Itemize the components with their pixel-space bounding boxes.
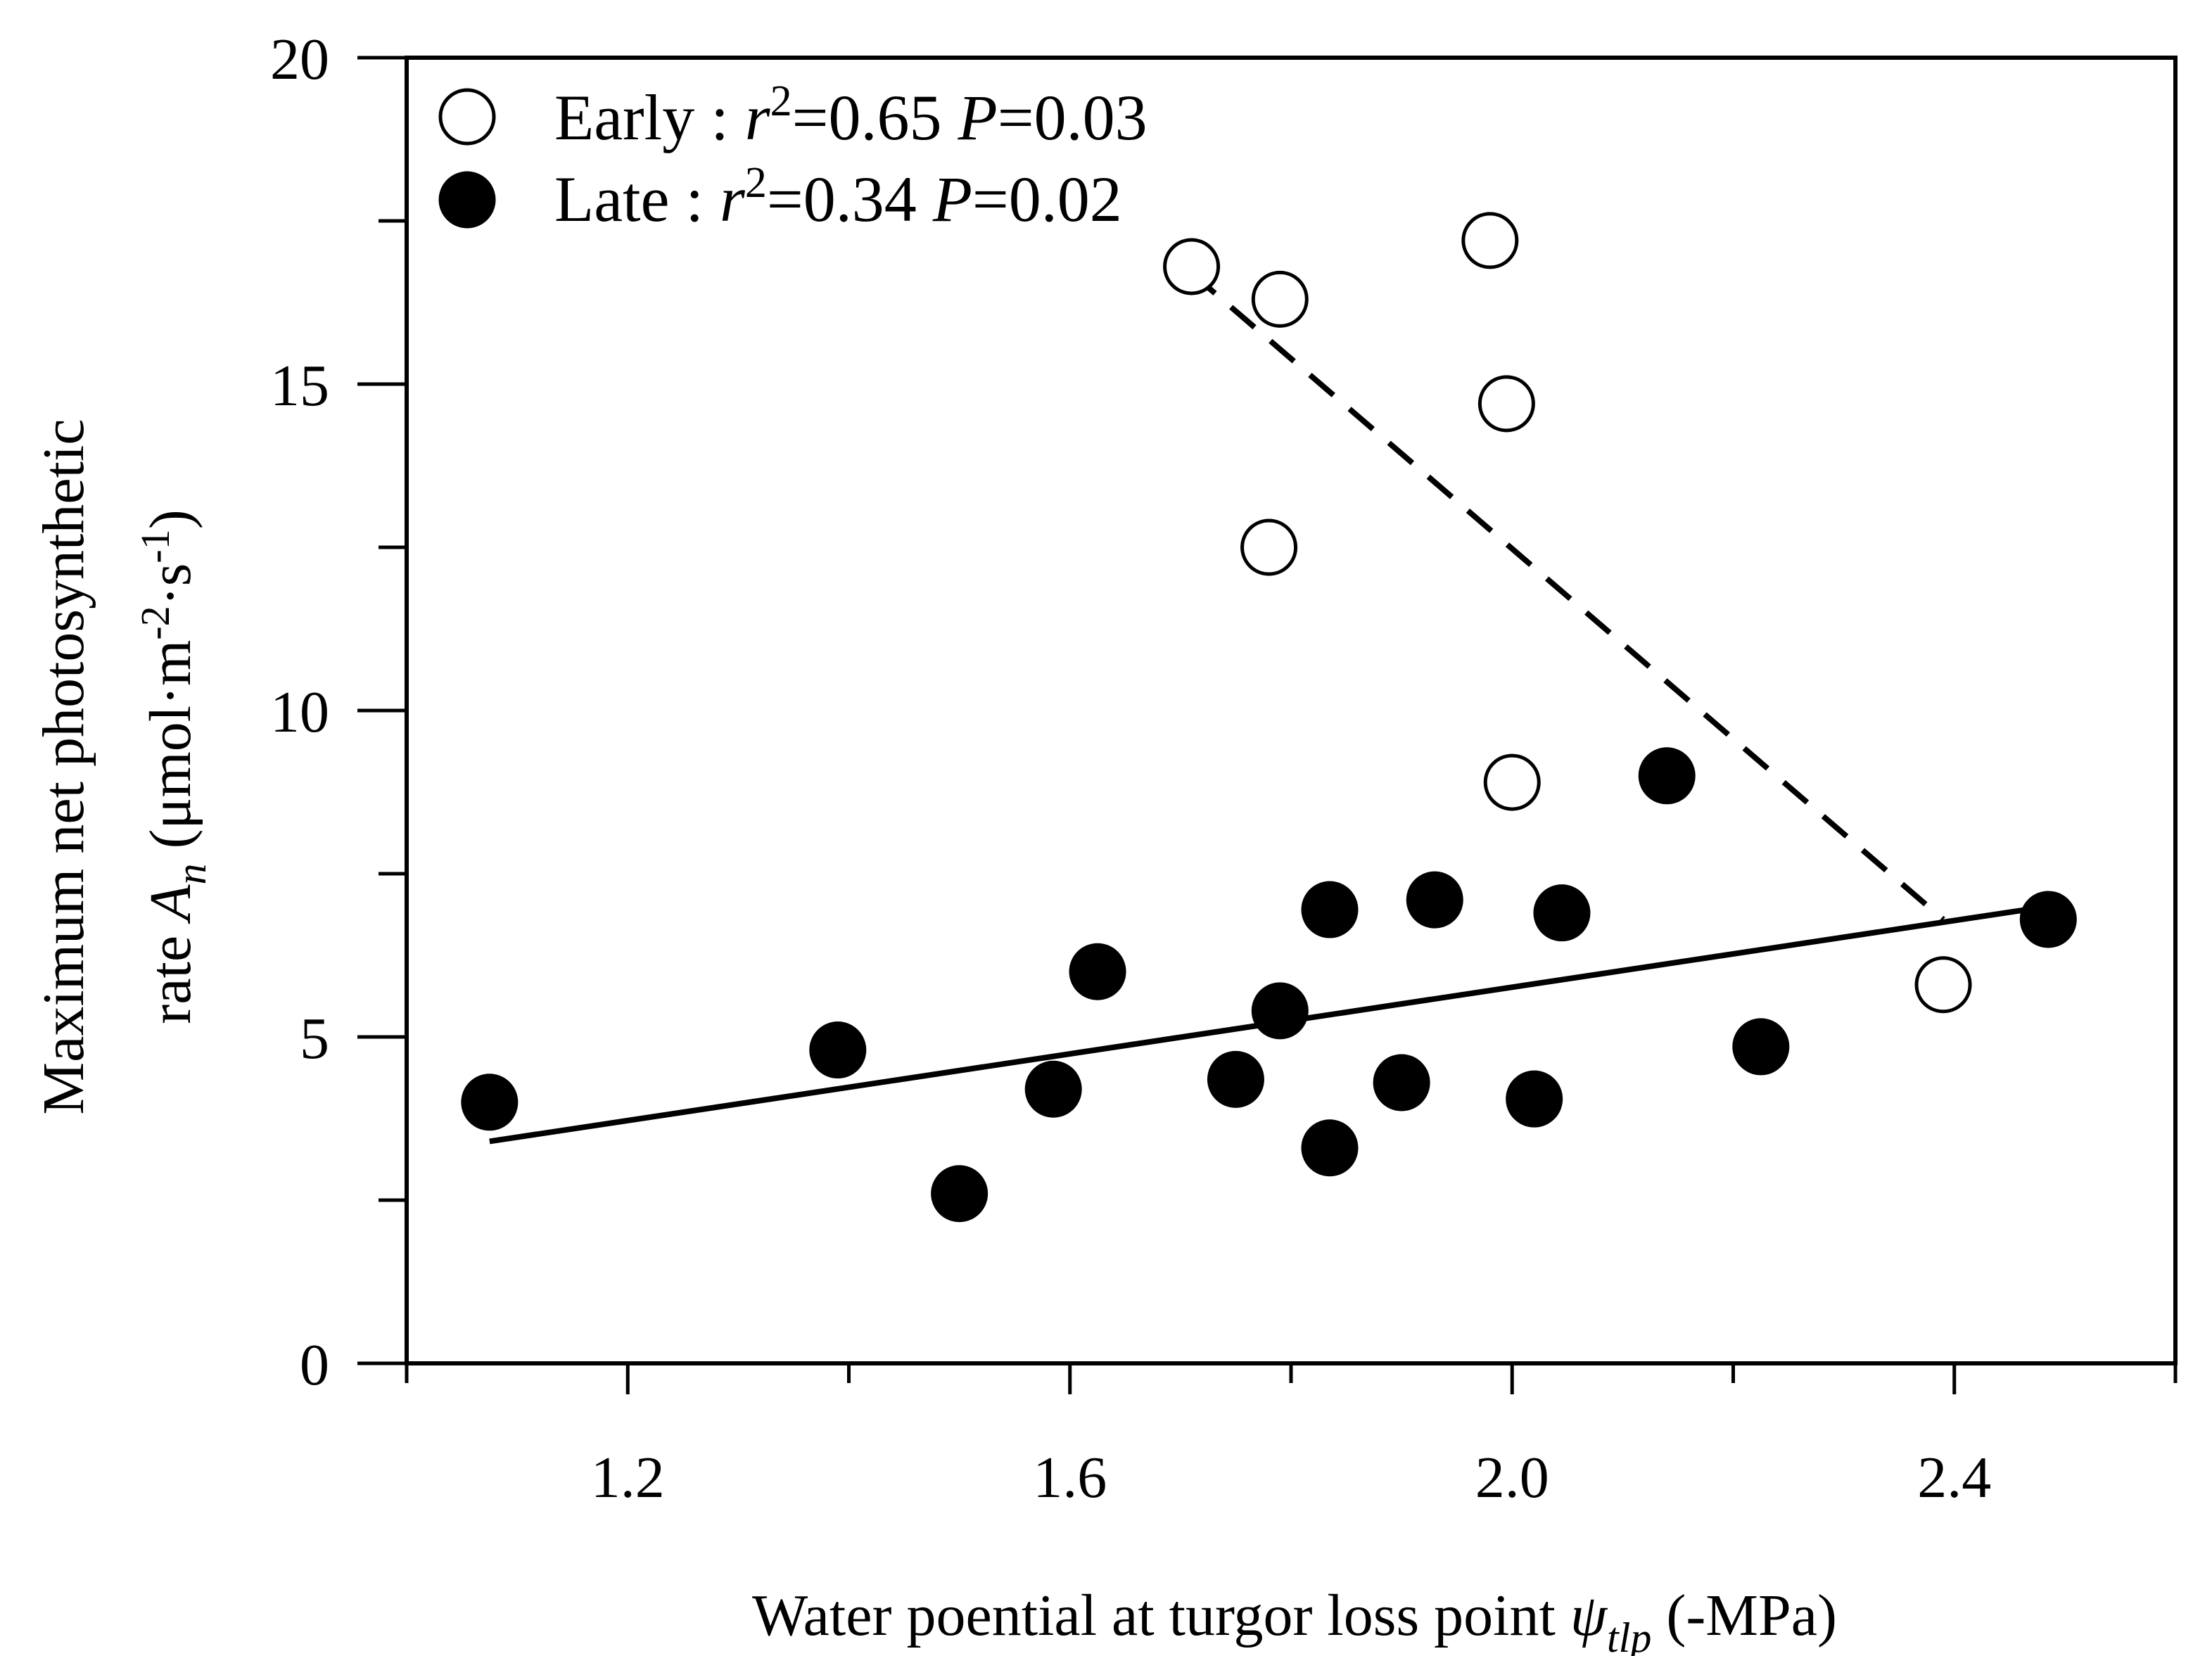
- x-axis-unit: (-MPa): [1651, 1583, 1837, 1648]
- legend-marker-late: [438, 171, 496, 229]
- y-tick-label: 20: [270, 27, 329, 92]
- point-late: [1069, 943, 1126, 1000]
- point-early: [1251, 270, 1309, 328]
- legend-marker-early: [438, 88, 496, 146]
- point-late: [2019, 891, 2077, 948]
- y-axis-prefix: rate: [138, 921, 203, 1024]
- point-early: [1240, 518, 1298, 576]
- x-tick-label: 1.6: [1033, 1445, 1107, 1510]
- legend-p-label: P: [958, 82, 998, 153]
- x-axis-subscript: tlp: [1607, 1614, 1651, 1656]
- legend-r2-sup: 2: [745, 159, 767, 207]
- x-tick-label: 2.4: [1917, 1445, 1991, 1510]
- point-late: [1301, 1119, 1359, 1177]
- legend-r2-sup: 2: [770, 77, 792, 125]
- point-late: [809, 1021, 867, 1079]
- legend-series-name: Early: [554, 82, 694, 153]
- plot-border: [405, 56, 2178, 1365]
- y-axis-subscript: n: [168, 864, 215, 885]
- fit-line-early: [1189, 271, 1945, 922]
- plot-frame: [405, 56, 2178, 1365]
- point-late: [1732, 1018, 1790, 1076]
- point-early: [1914, 956, 1972, 1014]
- point-late: [1251, 982, 1309, 1040]
- point-late: [1373, 1054, 1430, 1112]
- point-late: [931, 1165, 989, 1223]
- point-late: [1533, 884, 1591, 942]
- y-tick-label: 5: [300, 1006, 329, 1071]
- point-late: [1301, 881, 1359, 938]
- y-axis-unit-sup2: -1: [132, 529, 178, 563]
- legend-separator: :: [694, 82, 745, 153]
- axis-ticks: 1.2 1.6 2.0 2.4 0 5 10 15 20: [270, 27, 2178, 1510]
- x-axis-title-main: Water poential at turgor loss point: [752, 1583, 1570, 1648]
- point-late: [1406, 871, 1463, 929]
- point-early: [1163, 238, 1221, 295]
- legend-p-value: =0.02: [972, 163, 1122, 235]
- legend-separator: :: [669, 163, 720, 235]
- x-axis-title: Water poential at turgor loss point ψtlp…: [752, 1583, 1837, 1656]
- point-late: [1506, 1070, 1563, 1128]
- y-axis-unit-open: (μmol·m: [138, 640, 203, 864]
- point-early: [1477, 375, 1535, 433]
- x-tick-label: 1.2: [591, 1445, 665, 1510]
- legend-r2-label: r: [745, 82, 771, 153]
- legend-entry-late: Late : r2=0.34 P=0.02: [554, 159, 1122, 235]
- x-axis-symbol: ψ: [1570, 1583, 1608, 1648]
- point-late: [1024, 1060, 1082, 1118]
- y-axis-unit-mid: ·s: [138, 563, 203, 606]
- legend-p-label: P: [932, 163, 972, 235]
- legend: Early : r2=0.65 P=0.03 Late : r2=0.34 P=…: [438, 77, 1148, 235]
- y-axis-title-line2: rate An (μmol·m-2·s-1): [132, 509, 215, 1024]
- y-axis-symbol: A: [138, 884, 203, 924]
- y-tick-label: 0: [300, 1332, 329, 1398]
- y-axis-unit-sup1: -2: [132, 606, 178, 639]
- data-points: [461, 212, 2077, 1223]
- y-axis-title-line1: Maximum net photosynthetic: [31, 419, 96, 1114]
- x-tick-label: 2.0: [1475, 1445, 1549, 1510]
- point-early: [1483, 753, 1541, 811]
- point-early: [1461, 212, 1519, 269]
- legend-series-name: Late: [554, 163, 669, 235]
- legend-entry-early: Early : r2=0.65 P=0.03: [554, 77, 1148, 153]
- legend-r2-value: =0.65: [792, 82, 958, 153]
- y-tick-label: 10: [270, 680, 329, 745]
- y-axis-unit-close: ): [138, 509, 203, 529]
- y-tick-label: 15: [270, 353, 329, 419]
- point-late: [461, 1074, 519, 1131]
- legend-p-value: =0.03: [998, 82, 1148, 153]
- point-late: [1207, 1050, 1264, 1108]
- point-late: [1638, 747, 1696, 805]
- legend-r2-value: =0.34: [767, 163, 933, 235]
- legend-r2-label: r: [720, 163, 746, 235]
